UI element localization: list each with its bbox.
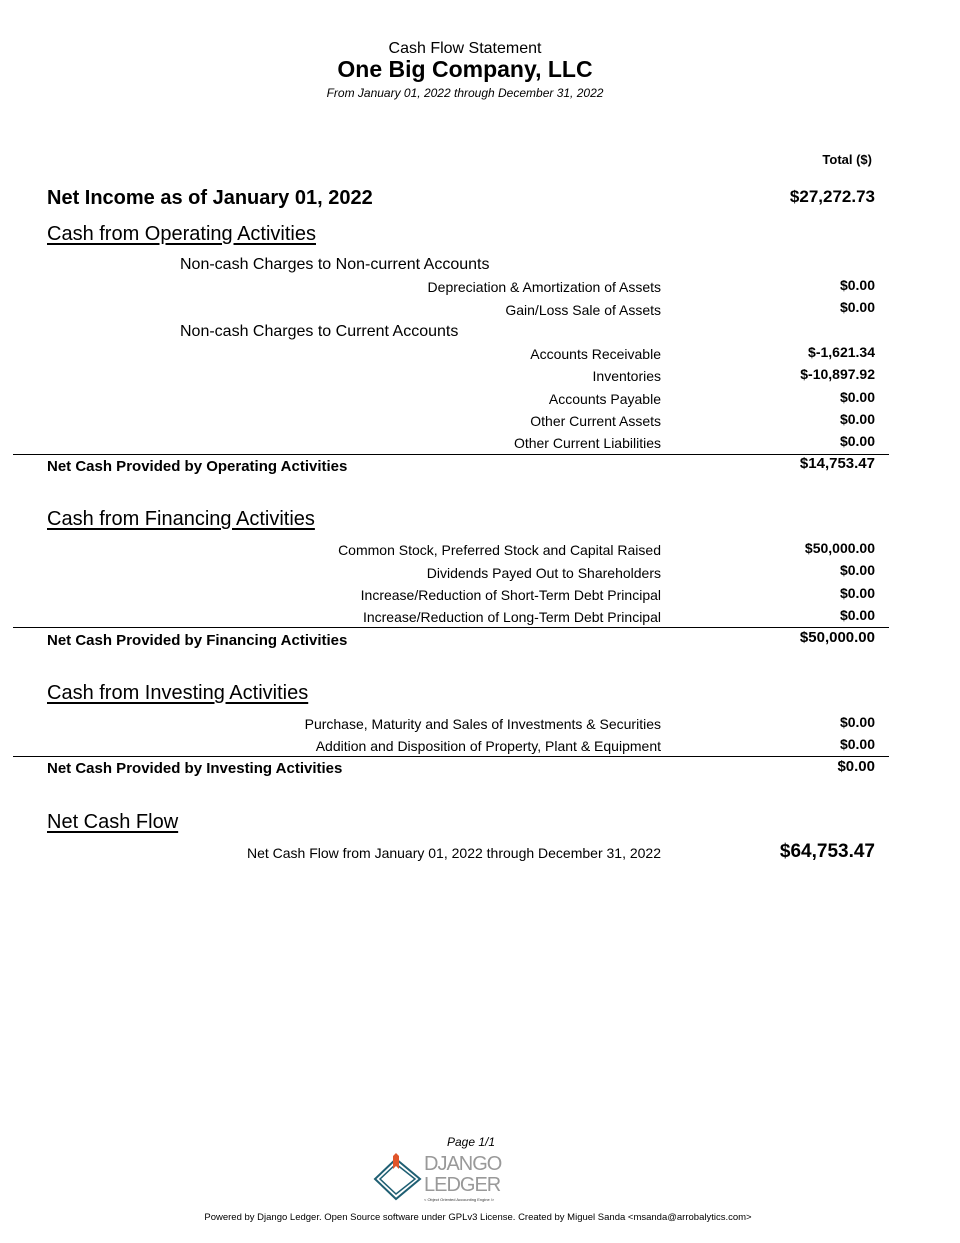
current-subtitle: Non-cash Charges to Current Accounts xyxy=(180,323,459,340)
logo-diamond-icon xyxy=(373,1153,422,1201)
line-item-value: $0.00 xyxy=(839,389,875,405)
line-item-label: Accounts Receivable xyxy=(530,346,661,362)
line-item-value: $0.00 xyxy=(839,277,875,293)
line-item-value: $-1,621.34 xyxy=(808,344,875,360)
net-financing-label: Net Cash Provided by Financing Activitie… xyxy=(47,632,348,649)
line-item-label: Increase/Reduction of Long-Term Debt Pri… xyxy=(362,609,661,625)
net-investing-value: $0.00 xyxy=(837,758,875,775)
line-item-label: Addition and Disposition of Property, Pl… xyxy=(315,738,661,754)
net-income-label: Net Income as of January 01, 2022 xyxy=(47,187,373,209)
line-item-value: $0.00 xyxy=(839,411,875,427)
line-item-label: Other Current Assets xyxy=(530,413,661,429)
net-operating-label: Net Cash Provided by Operating Activitie… xyxy=(47,458,348,475)
company-name: One Big Company, LLC xyxy=(337,56,593,82)
net-cash-flow-value: $64,753.47 xyxy=(779,841,875,862)
financing-section-title: Cash from Financing Activities xyxy=(47,508,315,530)
line-item-label: Common Stock, Preferred Stock and Capita… xyxy=(338,542,661,558)
line-item-value: $0.00 xyxy=(839,714,875,730)
noncurrent-subtitle: Non-cash Charges to Non-current Accounts xyxy=(180,256,490,273)
line-item-label: Gain/Loss Sale of Assets xyxy=(505,302,661,318)
report-period: From January 01, 2022 through December 3… xyxy=(326,86,604,100)
line-item-label: Dividends Payed Out to Shareholders xyxy=(426,565,661,581)
line-item-label: Accounts Payable xyxy=(548,391,661,407)
net-financing-value: $50,000.00 xyxy=(799,629,875,646)
line-item-value: $0.00 xyxy=(839,299,875,315)
django-ledger-logo: DJANGO LEDGER < Object Oriented Accounti… xyxy=(372,1153,517,1207)
logo-tagline: < Object Oriented Accounting Engine /> xyxy=(424,1197,495,1202)
line-item-label: Inventories xyxy=(592,368,661,384)
investing-section-title: Cash from Investing Activities xyxy=(47,682,309,704)
line-item-value: $50,000.00 xyxy=(804,540,875,556)
net-operating-value: $14,753.47 xyxy=(799,455,875,472)
logo-text-django: DJANGO xyxy=(424,1153,502,1175)
net-investing-label: Net Cash Provided by Investing Activitie… xyxy=(47,760,343,777)
page-number: Page 1/1 xyxy=(446,1135,496,1149)
logo-text-ledger: LEDGER xyxy=(424,1174,501,1196)
line-item-value: $0.00 xyxy=(839,585,875,601)
line-item-label: Purchase, Maturity and Sales of Investme… xyxy=(304,716,661,732)
line-item-value: $-10,897.92 xyxy=(800,366,875,382)
line-item-value: $0.00 xyxy=(839,562,875,578)
line-item-label: Increase/Reduction of Short-Term Debt Pr… xyxy=(360,587,661,603)
divider xyxy=(13,756,889,757)
line-item-value: $0.00 xyxy=(839,736,875,752)
divider xyxy=(13,627,889,628)
divider xyxy=(13,454,889,455)
report-title: Cash Flow Statement xyxy=(388,40,542,57)
column-header-total: Total ($) xyxy=(822,152,872,167)
line-item-value: $0.00 xyxy=(839,607,875,623)
line-item-label: Other Current Liabilities xyxy=(513,435,661,451)
net-cash-flow-label: Net Cash Flow from January 01, 2022 thro… xyxy=(246,845,661,861)
operating-section-title: Cash from Operating Activities xyxy=(47,223,316,245)
net-cash-flow-title: Net Cash Flow xyxy=(47,811,179,833)
line-item-label: Depreciation & Amortization of Assets xyxy=(427,279,661,295)
line-item-value: $0.00 xyxy=(839,433,875,449)
net-income-value: $27,272.73 xyxy=(789,187,875,206)
powered-by-footer: Powered by Django Ledger. Open Source so… xyxy=(204,1212,752,1223)
